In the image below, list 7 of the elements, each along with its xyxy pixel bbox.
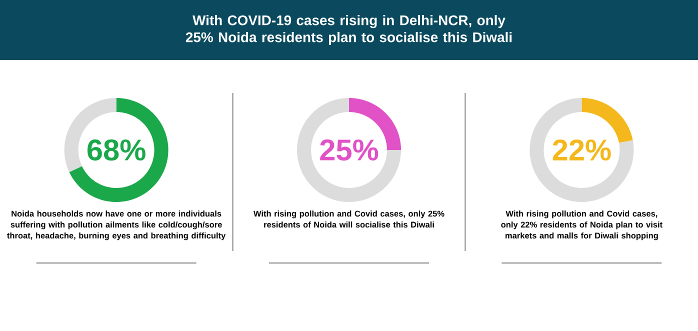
text: With COVID-19 cases rising in Delhi-NCR, only 25% Noida residents plan to socialise this Diwali (186, 15, 512, 45)
data-label: 68% (87, 139, 146, 161)
data-label: 22% (552, 139, 611, 161)
text: With rising pollution and Covid cases, only 22% residents of Noida plan to visit markets and malls for Diwali shopping (501, 210, 662, 240)
text: Noida households now have one or more individuals suffering with pollution ailments like cold/cough/sore throat, headache, burning eyes and breathing difficulty (7, 210, 226, 240)
text: With rising pollution and Covid cases, only 25% residents of Noida will socialise this Diwali (253, 210, 444, 228)
data-label: 25% (320, 139, 378, 161)
